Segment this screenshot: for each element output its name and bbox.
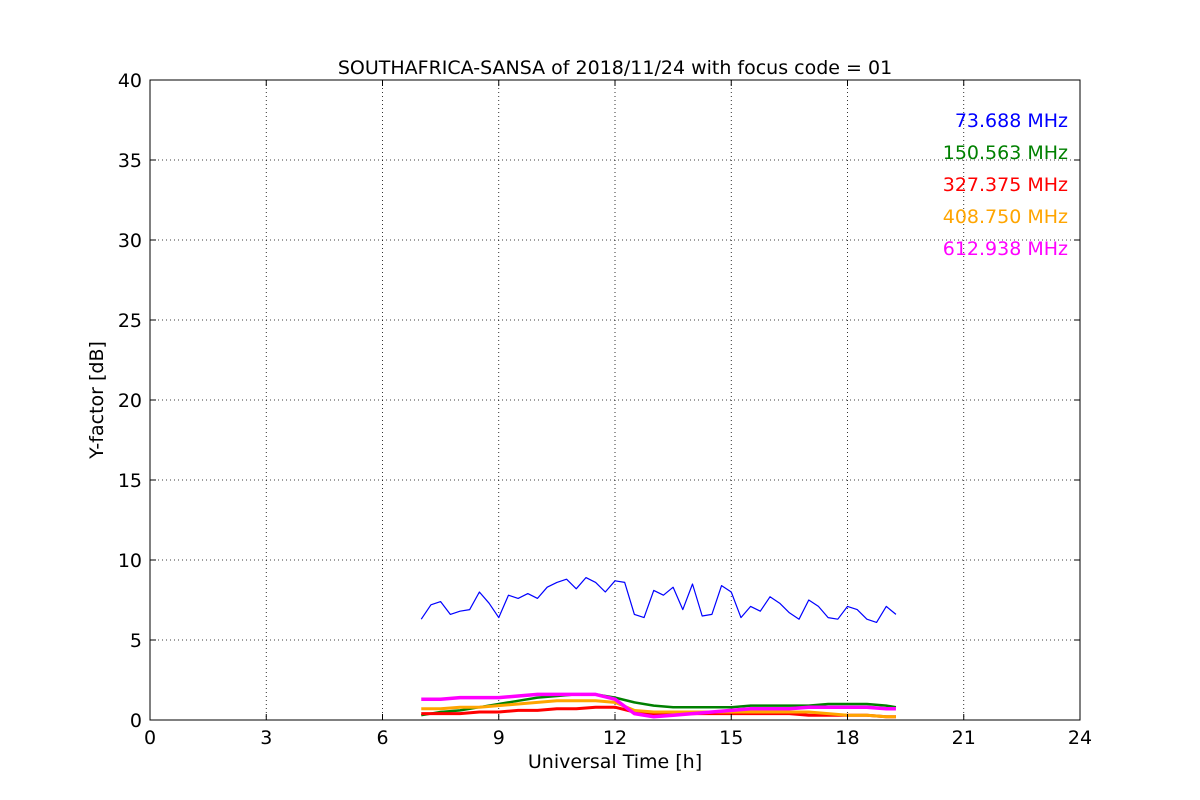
chart-title: SOUTHAFRICA-SANSA of 2018/11/24 with foc… [338, 57, 892, 79]
series-line-1 [420, 576, 897, 624]
series-line-5 [421, 692, 896, 719]
y-tick-label: 15 [118, 470, 142, 492]
y-tick-label: 20 [118, 390, 142, 412]
legend-entry-4: 408.750 MHz [943, 206, 1068, 228]
legend-entry-1: 73.688 MHz [955, 110, 1068, 132]
x-axis-label: Universal Time [h] [528, 751, 702, 773]
series-line-2 [421, 693, 897, 717]
y-tick-label: 35 [118, 150, 142, 172]
x-tick-label: 15 [719, 727, 743, 749]
x-tick-label: 24 [1068, 727, 1092, 749]
legend-entry-5: 612.938 MHz [943, 238, 1068, 260]
series-layer [420, 576, 897, 719]
legend-entry-3: 327.375 MHz [943, 174, 1068, 196]
x-tick-label: 18 [835, 727, 859, 749]
series-lines [420, 576, 897, 719]
ticks: 0 3 6 9 12 15 18 21 24 0 5 10 15 20 25 30 35 40 [118, 70, 1092, 749]
y-tick-label: 10 [118, 550, 142, 572]
y-tick-label: 30 [118, 230, 142, 252]
legend: 73.688 MHz 150.563 MHz 327.375 MHz 408.750 … [943, 110, 1068, 260]
y-tick-label: 40 [118, 70, 142, 92]
x-tick-label: 12 [603, 727, 627, 749]
x-tick-label: 9 [493, 727, 505, 749]
y-tick-label: 5 [130, 630, 142, 652]
series-line-3 [421, 705, 896, 719]
legend-entry-2: 150.563 MHz [943, 142, 1068, 164]
x-tick-label: 3 [260, 727, 272, 749]
x-tick-label: 21 [952, 727, 976, 749]
y-axis-label: Y-factor [dB] [86, 341, 108, 460]
series-line-4 [421, 699, 896, 719]
y-tick-label: 0 [130, 710, 142, 732]
y-tick-label: 25 [118, 310, 142, 332]
x-tick-label: 0 [144, 727, 156, 749]
x-tick-label: 6 [376, 727, 388, 749]
